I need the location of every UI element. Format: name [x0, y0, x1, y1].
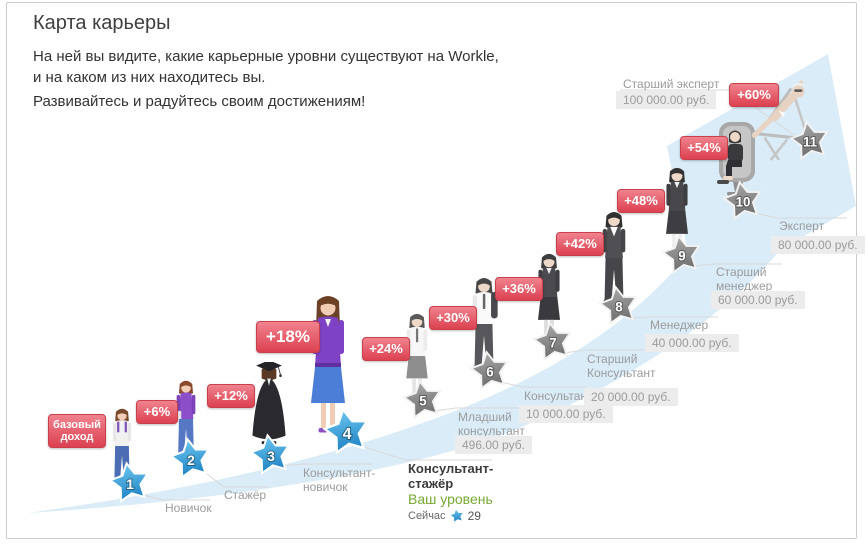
svg-text:9: 9 [678, 249, 685, 264]
current-points-row: Сейчас 29 [408, 507, 481, 524]
svg-text:3: 3 [267, 448, 275, 464]
level-2-name: Стажёр [224, 488, 267, 502]
star-level-2[interactable]: 2 [169, 437, 213, 481]
now-label: Сейчас [408, 510, 446, 522]
page-border [6, 2, 857, 539]
level-1-name: Новичок [165, 501, 212, 515]
star-level-7[interactable]: 7 [532, 321, 574, 363]
percent-badge-level-4: +18% [256, 321, 320, 353]
star-level-9[interactable]: 9 [661, 234, 703, 276]
level-10-name: Эксперт [779, 219, 825, 233]
salary-level-5: 496.00 руб. [455, 436, 532, 454]
star-level-6[interactable]: 6 [469, 350, 511, 392]
svg-text:10: 10 [736, 195, 751, 210]
salary-level-10: 80 000.00 руб. [771, 236, 865, 254]
salary-level-7: 20 000.00 руб. [584, 388, 678, 406]
level-8-name: Менеджер [650, 318, 709, 332]
svg-text:6: 6 [486, 365, 493, 380]
svg-text:8: 8 [615, 300, 623, 315]
level-9-name: Старший менеджер [716, 265, 773, 293]
percent-badge-level-8: +42% [556, 232, 604, 256]
salary-level-8: 40 000.00 руб. [645, 334, 739, 352]
percent-badge-level-7: +36% [495, 277, 543, 301]
star-level-4[interactable]: 4 [322, 407, 372, 457]
salary-level-9: 60 000.00 руб. [711, 291, 805, 309]
page-title: Карта карьеры [33, 12, 171, 34]
star-level-8[interactable]: 8 [598, 285, 640, 327]
percent-badge-level-11: +60% [729, 83, 779, 107]
svg-text:11: 11 [803, 135, 818, 150]
svg-text:4: 4 [343, 426, 352, 443]
svg-text:2: 2 [187, 452, 195, 468]
star-level-10[interactable]: 10 [722, 180, 764, 222]
current-points-value: 29 [467, 509, 481, 523]
salary-level-11: 100 000.00 руб. [616, 91, 717, 109]
level-3-name: Консультант-новичок [303, 466, 376, 494]
level-7-name: Старший Консультант [587, 352, 656, 380]
svg-text:5: 5 [419, 394, 427, 409]
percent-badge-level-10: +54% [680, 136, 728, 160]
percent-badge-level-3: +12% [207, 384, 255, 408]
percent-badge-level-6: +30% [429, 306, 477, 330]
percent-badge-level-9: +48% [617, 189, 665, 213]
your-level-label: Ваш уровень [408, 491, 493, 507]
level-4-name-current: Консультант-стажёр [408, 461, 494, 491]
intro-text: На ней вы видите, какие карьерные уровни… [33, 48, 499, 86]
level-11-name: Старший эксперт [623, 77, 720, 91]
star-level-3[interactable]: 3 [249, 433, 293, 477]
badge-basic-income: базовый доход [48, 414, 106, 448]
star-level-1[interactable]: 1 [108, 461, 152, 505]
motto-text: Развивайтесь и радуйтесь своим достижени… [33, 93, 366, 110]
svg-text:1: 1 [126, 476, 134, 492]
level-6-name: Консультант [524, 389, 593, 403]
current-points-star-icon [448, 507, 464, 524]
percent-badge-level-5: +24% [362, 337, 410, 361]
svg-text:7: 7 [549, 336, 556, 351]
star-level-5[interactable]: 5 [402, 379, 444, 421]
percent-badge-level-2: +6% [136, 400, 178, 424]
star-level-11[interactable]: 11 [789, 120, 831, 162]
salary-level-6: 10 000.00 руб. [519, 405, 613, 423]
